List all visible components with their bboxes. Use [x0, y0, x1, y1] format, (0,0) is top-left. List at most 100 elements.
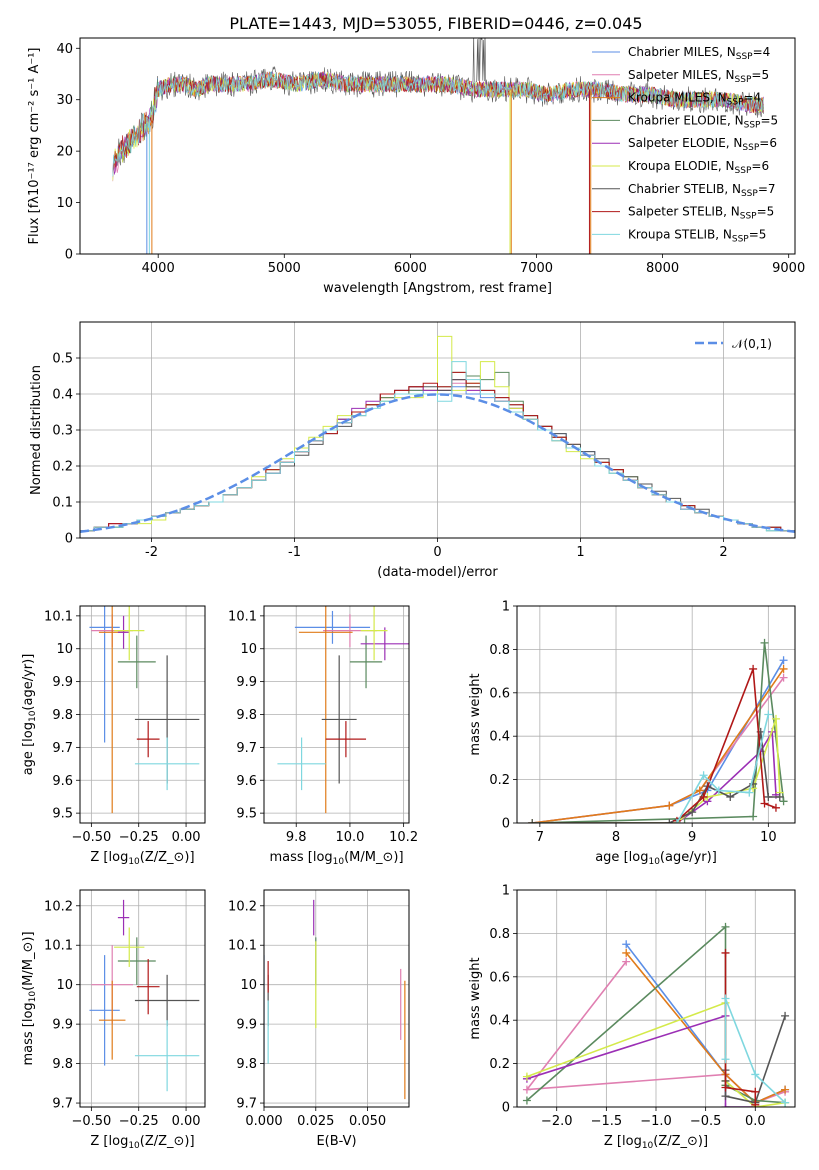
x-tick-label: −1.0: [640, 1114, 672, 1129]
errorbar-point: [360, 627, 409, 661]
legend-label: Chabrier STELIB, NSSP​=7: [628, 182, 776, 199]
weight-line-kroupa-miles: [625, 952, 786, 1104]
y-tick-label: 9.8: [52, 708, 73, 723]
axes-mass_vs_Z: −0.50 −0.25 0.00 9.7 9.8 9.9 10 10.1 10.2 Z [log1…: [21, 889, 206, 1151]
weight-marker: [699, 792, 708, 801]
weight-marker: [695, 786, 704, 795]
y-tick-label: 10.1: [228, 939, 257, 954]
weight-marker: [622, 948, 631, 957]
weight-marker: [781, 1098, 790, 1107]
y-tick-label: 20: [56, 145, 73, 160]
weight-marker: [760, 638, 769, 647]
y-tick-label: 9.8: [236, 1057, 257, 1072]
axes-frame: [263, 605, 410, 824]
weight-line-chabrier-stelib: [532, 731, 780, 823]
y-tick-label: 10: [56, 196, 73, 211]
normal-curve: [80, 393, 795, 533]
axes-mass_vs_EBV: 0.000 0.025 0.050 9.7 9.8 9.9 10 10.1 10.2 E(B-V): [228, 889, 410, 1149]
x-tick-label: −0.5: [690, 1114, 722, 1129]
weight-line-kroupa-stelib: [676, 714, 770, 823]
x-tick-label: -1: [288, 545, 301, 560]
x-tick-label: -2: [145, 545, 158, 560]
y-tick-label: 0.2: [489, 1057, 510, 1072]
weight-marker: [781, 1085, 790, 1094]
spectrum-line-salpeter-stelib: [112, 72, 764, 173]
y-tick-label: 9.5: [52, 807, 73, 822]
x-tick-label: 9000: [772, 261, 805, 276]
plot-area: [112, 38, 764, 254]
x-axis-label: Z [log10​(Z/Z_⊙)]: [90, 1134, 194, 1151]
x-tick-label: −2.0: [541, 1114, 573, 1129]
x-axis-label: (data-model)/error: [377, 565, 498, 580]
weight-marker: [622, 940, 631, 949]
x-axis-label: mass [log10​(M/M_⊙)]: [269, 850, 403, 867]
y-tick-label: 0.4: [52, 388, 73, 403]
errorbar-point: [321, 655, 357, 784]
plot-area: [528, 638, 788, 823]
x-tick-label: 10.2: [389, 830, 418, 845]
weight-marker: [522, 1072, 531, 1081]
x-tick-label: −0.50: [71, 1114, 111, 1129]
weight-marker: [779, 656, 788, 665]
axes-weight_vs_Z: −2.0 −1.5 −1.0 −0.5 0.0 0 0.2 0.4 0.6 0.8 1 Z [log1…: [468, 884, 796, 1151]
legend-label: Chabrier MILES, NSSP​=4: [628, 45, 770, 62]
y-tick-label: 10: [240, 978, 257, 993]
axes-age_vs_Z: −0.50 −0.25 0.00 9.5 9.6 9.7 9.8 9.9 10 10.1 Z [lo…: [21, 605, 206, 867]
weight-marker: [751, 1070, 760, 1079]
weight-marker: [714, 786, 723, 795]
legend-label: Salpeter STELIB, NSSP​=5: [628, 205, 774, 222]
weight-marker: [771, 714, 780, 723]
y-tick-label: 30: [56, 93, 73, 108]
errorbar-point: [134, 737, 200, 791]
weight-marker: [721, 994, 730, 1003]
errorbar-point: [117, 899, 130, 936]
weight-marker: [622, 957, 631, 966]
y-tick-label: 9.7: [236, 1097, 257, 1112]
y-tick-label: 9.7: [52, 741, 73, 756]
weight-marker: [721, 948, 730, 957]
legend-label: Kroupa ELODIE, NSSP​=6: [628, 159, 769, 176]
y-tick-label: 10.1: [228, 609, 257, 624]
y-tick-label: 0.8: [489, 927, 510, 942]
weight-marker: [771, 803, 780, 812]
weight-marker: [721, 922, 730, 931]
y-axis-label: Flux [fλ10⁻¹⁷ erg cm⁻² s⁻¹ A⁻¹]: [27, 48, 42, 245]
x-tick-label: 9: [688, 830, 696, 845]
y-tick-label: 9.9: [236, 1018, 257, 1033]
x-tick-label: 0.000: [245, 1114, 282, 1129]
errorbar-point: [117, 937, 156, 985]
errorbar-point: [134, 1020, 200, 1092]
weight-marker: [528, 819, 537, 823]
x-tick-label: 0.050: [349, 1114, 386, 1129]
weight-line-salpeter-miles: [532, 677, 785, 823]
weight-marker: [522, 1096, 531, 1105]
y-tick-label: 10: [56, 642, 73, 657]
x-axis-label: Z [log10​(Z/Z_⊙)]: [604, 1134, 708, 1151]
axes-frame: [263, 889, 410, 1108]
x-tick-label: 0.025: [297, 1114, 334, 1129]
y-tick-label: 0: [65, 532, 73, 547]
errorbar-point: [136, 721, 160, 758]
x-tick-label: 6000: [394, 261, 427, 276]
x-tick-label: 7000: [520, 261, 553, 276]
spectrum-line-kroupa-stelib: [112, 72, 764, 177]
y-tick-label: 9.8: [236, 708, 257, 723]
axes-residuals: -2 -1 0 1 2 0 0.1 0.2 0.3 0.4 0.5 (data-model)/erro…: [29, 321, 796, 580]
y-tick-label: 10: [240, 642, 257, 657]
errorbar-point: [117, 615, 130, 649]
y-tick-label: 9.6: [236, 774, 257, 789]
errorbar-point: [325, 721, 367, 758]
x-tick-label: −0.25: [119, 1114, 159, 1129]
weight-line-kroupa-miles: [532, 668, 785, 823]
legend-label: Chabrier ELODIE, NSSP​=5: [628, 113, 778, 130]
weight-marker: [779, 664, 788, 673]
weight-marker: [688, 808, 697, 817]
x-tick-label: 2: [719, 545, 727, 560]
y-axis-label: age [log10​(age/yr)]: [21, 654, 38, 776]
y-tick-label: 9.5: [236, 807, 257, 822]
y-tick-label: 0.8: [489, 643, 510, 658]
y-tick-label: 9.9: [52, 1018, 73, 1033]
y-tick-label: 9.7: [52, 1097, 73, 1112]
y-tick-label: 1: [502, 600, 510, 615]
plot-area: [522, 922, 790, 1107]
